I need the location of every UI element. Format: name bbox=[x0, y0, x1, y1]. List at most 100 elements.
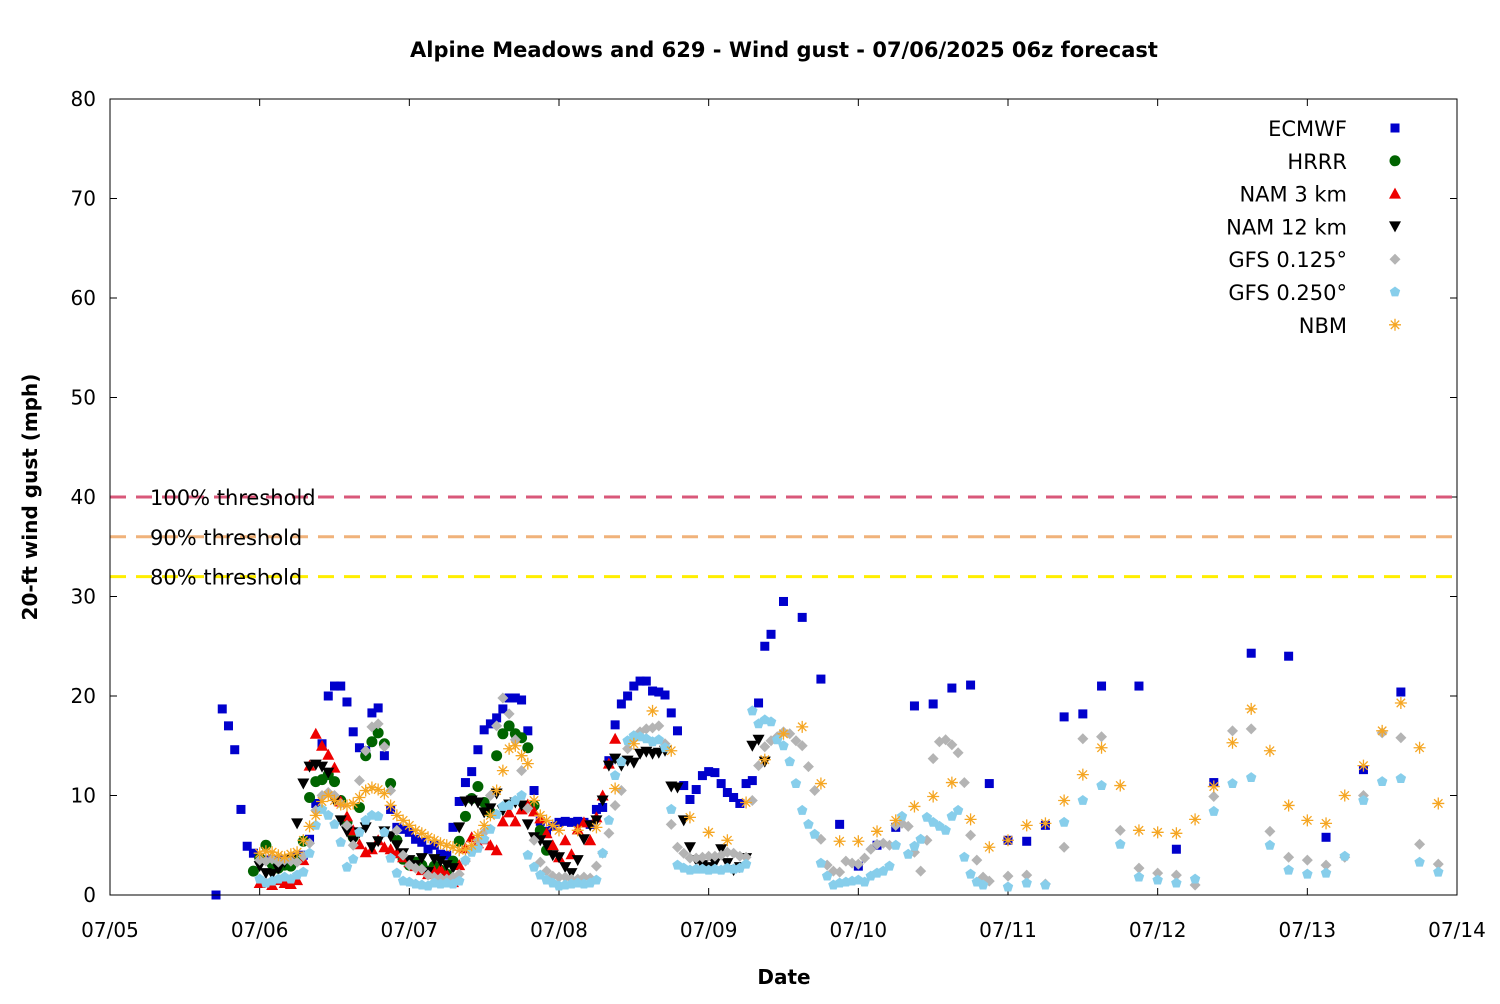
data-point bbox=[329, 776, 340, 788]
data-point bbox=[1058, 794, 1071, 807]
data-point bbox=[230, 745, 240, 755]
data-point bbox=[253, 861, 266, 873]
data-point bbox=[266, 846, 279, 859]
data-point bbox=[603, 814, 615, 825]
data-point bbox=[378, 741, 390, 753]
data-point bbox=[316, 761, 329, 773]
data-point bbox=[909, 840, 920, 851]
data-point bbox=[685, 794, 695, 804]
data-point bbox=[359, 822, 372, 834]
data-point bbox=[496, 764, 509, 777]
data-point bbox=[983, 841, 996, 854]
data-point bbox=[309, 809, 322, 822]
data-point bbox=[784, 756, 795, 767]
data-point bbox=[648, 686, 658, 696]
data-point bbox=[522, 742, 534, 754]
data-point bbox=[522, 849, 534, 860]
data-point bbox=[1096, 731, 1108, 743]
data-point bbox=[790, 778, 802, 788]
data-point bbox=[778, 740, 789, 751]
data-point bbox=[1152, 874, 1163, 885]
data-point bbox=[553, 824, 565, 837]
data-point bbox=[722, 788, 732, 798]
data-point bbox=[521, 819, 534, 831]
data-point bbox=[428, 834, 441, 847]
data-point bbox=[1320, 859, 1332, 871]
data-point bbox=[1114, 824, 1126, 836]
data-point bbox=[354, 743, 364, 753]
data-point bbox=[679, 781, 689, 791]
data-point bbox=[440, 839, 453, 852]
data-point bbox=[945, 776, 958, 789]
data-point bbox=[859, 852, 871, 864]
data-point bbox=[217, 704, 227, 714]
data-point bbox=[503, 708, 515, 720]
y-tick-label: 0 bbox=[83, 883, 96, 907]
data-point bbox=[291, 856, 303, 868]
data-point bbox=[1432, 797, 1445, 810]
data-point bbox=[671, 841, 683, 853]
data-point bbox=[740, 796, 753, 809]
data-point bbox=[322, 789, 335, 802]
data-point bbox=[903, 848, 914, 859]
data-point bbox=[266, 869, 279, 881]
legend-label: GFS 0.250° bbox=[1228, 281, 1347, 305]
threshold-label: 80% threshold bbox=[150, 566, 302, 590]
data-point bbox=[434, 856, 447, 868]
data-point bbox=[1134, 681, 1144, 691]
legend: ECMWF HRRR NAM 3 km NAM 12 km GFS 0.125° GFS … bbox=[1226, 117, 1401, 338]
data-point bbox=[946, 739, 958, 751]
data-point bbox=[1263, 744, 1276, 757]
data-point bbox=[1152, 867, 1164, 879]
data-point bbox=[1171, 844, 1181, 854]
data-point bbox=[459, 843, 472, 856]
data-point bbox=[666, 708, 676, 718]
data-point bbox=[478, 819, 491, 832]
data-point bbox=[323, 809, 334, 820]
data-point bbox=[453, 822, 466, 834]
data-point bbox=[610, 720, 620, 730]
data-point bbox=[453, 844, 466, 857]
data-point bbox=[646, 704, 659, 717]
data-point bbox=[560, 816, 570, 826]
y-tick-label: 50 bbox=[71, 386, 96, 410]
data-point bbox=[528, 805, 541, 817]
data-point bbox=[553, 871, 565, 883]
data-point bbox=[1132, 824, 1145, 837]
data-point bbox=[540, 814, 553, 827]
data-point bbox=[417, 837, 427, 847]
data-point bbox=[436, 849, 446, 859]
data-point bbox=[797, 804, 808, 815]
data-point bbox=[528, 834, 540, 846]
data-point bbox=[347, 797, 360, 810]
data-point bbox=[1114, 779, 1127, 792]
data-point bbox=[335, 836, 346, 847]
data-point bbox=[584, 834, 597, 846]
data-point bbox=[966, 680, 976, 690]
data-point bbox=[1245, 702, 1258, 715]
x-tick-label: 07/07 bbox=[381, 918, 439, 942]
data-point bbox=[871, 825, 884, 838]
data-point bbox=[1207, 780, 1220, 793]
data-point bbox=[1413, 741, 1426, 754]
data-point bbox=[896, 810, 908, 821]
data-point bbox=[490, 844, 503, 856]
data-point bbox=[546, 819, 559, 832]
data-point bbox=[223, 721, 233, 731]
data-point bbox=[1227, 778, 1238, 788]
data-point bbox=[448, 822, 458, 832]
data-point bbox=[1058, 841, 1070, 853]
data-point bbox=[821, 870, 833, 881]
data-point bbox=[323, 691, 333, 701]
data-point bbox=[797, 612, 807, 622]
data-point bbox=[471, 797, 484, 809]
data-point bbox=[372, 836, 385, 848]
data-point bbox=[259, 845, 272, 858]
data-point bbox=[559, 862, 572, 874]
data-point bbox=[665, 744, 678, 757]
data-point bbox=[347, 839, 359, 851]
data-point bbox=[297, 834, 310, 847]
data-point bbox=[921, 811, 933, 822]
data-point bbox=[623, 691, 633, 701]
